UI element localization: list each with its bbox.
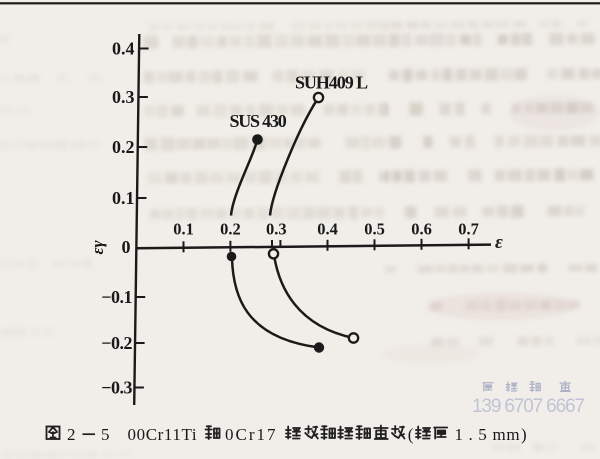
svg-text:0.6: 0.6 xyxy=(411,219,432,238)
svg-text:0.7: 0.7 xyxy=(458,219,479,238)
svg-text:0.2: 0.2 xyxy=(112,137,135,157)
svg-text:0.1: 0.1 xyxy=(112,188,135,208)
svg-text:(: ( xyxy=(408,425,414,444)
svg-text:SUS 430: SUS 430 xyxy=(229,111,286,131)
svg-text:00Cr11Ti: 00Cr11Ti xyxy=(128,425,198,444)
svg-text:0Cr17: 0Cr17 xyxy=(225,425,278,444)
svg-text:0.3: 0.3 xyxy=(266,219,287,238)
svg-text:5: 5 xyxy=(101,425,110,444)
svg-text:mm: mm xyxy=(493,425,521,444)
svg-text:ε: ε xyxy=(495,232,503,253)
svg-text:0.4: 0.4 xyxy=(317,219,338,238)
svg-text:0.1: 0.1 xyxy=(173,219,194,238)
svg-text:2: 2 xyxy=(67,425,76,444)
svg-text:−0.1: −0.1 xyxy=(101,287,132,307)
svg-text:139 6707 6667: 139 6707 6667 xyxy=(472,396,584,417)
svg-text:−0.3: −0.3 xyxy=(101,377,132,397)
svg-text:−0.2: −0.2 xyxy=(101,333,132,353)
svg-text:0.3: 0.3 xyxy=(112,87,135,107)
svg-text:0.4: 0.4 xyxy=(112,38,135,58)
svg-text:1.5: 1.5 xyxy=(455,425,493,444)
svg-text:0: 0 xyxy=(122,237,131,257)
svg-text:0.2: 0.2 xyxy=(220,219,241,238)
svg-text:εγ: εγ xyxy=(88,240,107,255)
svg-text:0.5: 0.5 xyxy=(364,219,385,238)
svg-text:SUH409 L: SUH409 L xyxy=(295,73,368,93)
svg-text:): ) xyxy=(521,425,527,444)
